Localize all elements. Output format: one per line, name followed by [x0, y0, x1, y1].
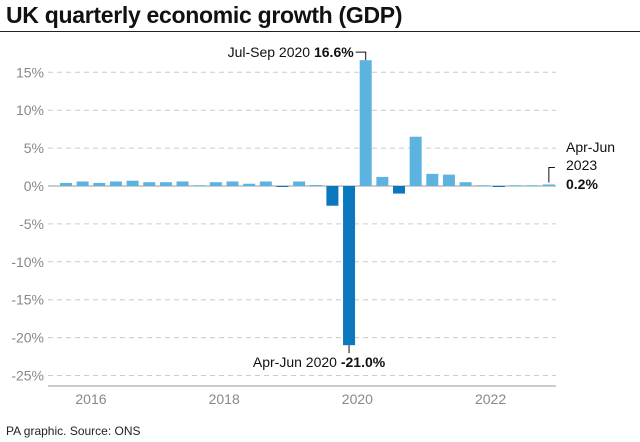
bar: [326, 186, 339, 206]
bar: [359, 60, 372, 187]
bar: [109, 181, 122, 186]
y-tick-label: -25%: [11, 368, 44, 384]
y-tick-label: 15%: [16, 64, 44, 80]
annotation-leader: [355, 51, 367, 61]
source-footer: PA graphic. Source: ONS: [6, 424, 141, 438]
bar: [209, 182, 222, 186]
bar: [492, 186, 505, 187]
bar: [259, 181, 272, 186]
bar: [376, 176, 389, 186]
bar: [476, 185, 489, 187]
bar: [176, 181, 189, 186]
annotation-latest-value: 0.2%: [566, 176, 598, 192]
y-tick-label: 0%: [24, 178, 44, 194]
bar: [76, 181, 89, 186]
y-tick-label: 10%: [16, 102, 44, 118]
y-tick-label: -10%: [11, 254, 44, 270]
bar: [409, 136, 422, 186]
bar: [459, 182, 472, 186]
y-tick-label: -20%: [11, 330, 44, 346]
bar: [243, 183, 256, 186]
bar: [276, 186, 289, 187]
x-tick-label: 2016: [75, 391, 106, 407]
title-rule: [0, 31, 640, 32]
annotation-min: Apr-Jun 2020 -21.0%: [253, 354, 386, 370]
bar: [93, 182, 106, 186]
annotation-leader: [548, 166, 555, 183]
x-tick-label: 2022: [475, 391, 506, 407]
bar: [343, 186, 356, 346]
bar: [426, 173, 439, 186]
bar: [509, 185, 522, 187]
bar: [159, 182, 172, 186]
x-tick-label: 2018: [209, 391, 240, 407]
chart-title: UK quarterly economic growth (GDP): [6, 2, 403, 28]
bar: [226, 181, 239, 186]
bar: [526, 185, 539, 187]
bar: [143, 182, 156, 186]
annotation-latest-year: 2023: [566, 157, 597, 173]
bar: [60, 182, 72, 186]
bar: [293, 181, 306, 186]
y-tick-label: -15%: [11, 292, 44, 308]
annotation-max: Jul-Sep 2020 16.6%: [228, 44, 355, 60]
y-tick-label: 5%: [24, 140, 44, 156]
bar: [542, 184, 555, 186]
x-tick-label: 2020: [342, 391, 373, 407]
bar: [309, 185, 322, 186]
bar: [442, 174, 455, 186]
y-tick-label: -5%: [19, 216, 44, 232]
bar: [126, 180, 139, 186]
annotation-latest-label: Apr-Jun: [566, 139, 615, 155]
bar: [193, 185, 206, 187]
bar: [393, 186, 405, 194]
